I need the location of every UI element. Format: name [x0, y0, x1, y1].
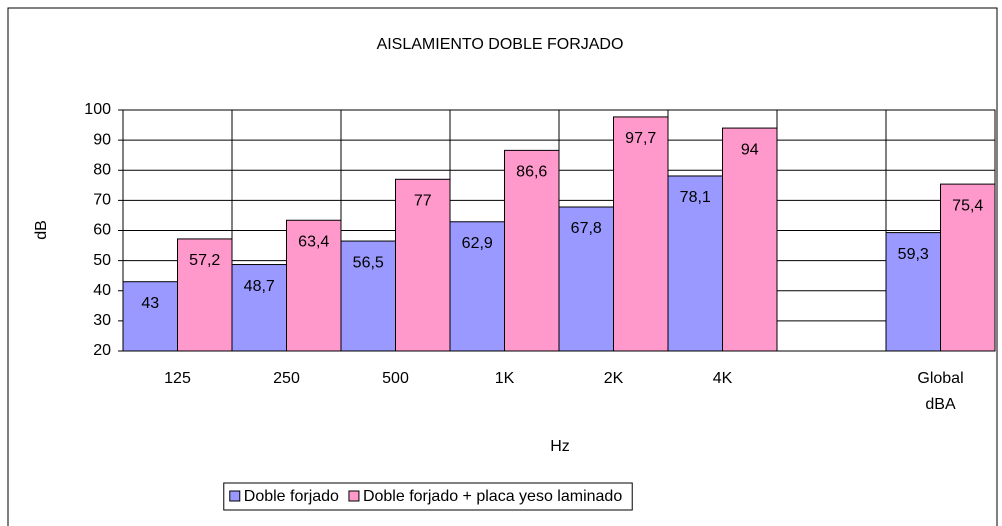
- bar: [177, 238, 233, 352]
- plot-border: [122, 109, 996, 352]
- legend-box: [223, 482, 633, 511]
- x-tick-label: Global dBA: [917, 370, 964, 413]
- x-tick-label: 125: [164, 370, 191, 387]
- bar: [613, 116, 669, 352]
- x-tick-label: 500: [382, 370, 409, 387]
- bar: [667, 175, 723, 352]
- legend-swatch: [229, 490, 241, 502]
- y-tick-label: 50: [93, 252, 111, 269]
- data-label: 57,2: [189, 252, 220, 269]
- x-tick-label: 2K: [603, 370, 624, 387]
- y-tick-label: 30: [93, 312, 111, 329]
- data-label: 48,7: [244, 278, 275, 295]
- data-label: 86,6: [516, 164, 547, 181]
- bar: [885, 232, 941, 352]
- chart-title: AISLAMIENTO DOBLE FORJADO: [377, 36, 624, 53]
- y-tick-label: 80: [93, 161, 111, 178]
- bar: [231, 264, 287, 352]
- bar: [286, 219, 342, 352]
- data-label: 59,3: [898, 246, 929, 263]
- y-axis-label: dB: [33, 220, 50, 240]
- legend-label: Doble forjado + placa yeso laminado: [363, 488, 622, 505]
- y-tick-label: 60: [93, 222, 111, 239]
- data-label: 62,9: [462, 235, 493, 252]
- x-tick-label: 4K: [712, 370, 733, 387]
- data-label: 75,4: [952, 197, 983, 214]
- data-label: 97,7: [625, 130, 656, 147]
- bar: [722, 127, 778, 352]
- bar: [940, 183, 996, 352]
- y-tick-label: 70: [93, 192, 111, 209]
- data-label: 77: [414, 193, 432, 210]
- y-tick-label: 20: [93, 342, 111, 359]
- legend-swatch: [348, 490, 360, 502]
- bar: [504, 149, 560, 352]
- data-label: 63,4: [298, 233, 329, 250]
- legend-label: Doble forjado: [244, 488, 339, 505]
- x-axis-label: Hz: [550, 438, 570, 455]
- x-tick-label: 250: [273, 370, 300, 387]
- data-label: 94: [741, 141, 759, 158]
- bar: [122, 281, 178, 352]
- x-tick-label: 1K: [494, 370, 515, 387]
- data-label: 56,5: [353, 254, 384, 271]
- bar: [395, 178, 451, 352]
- y-tick-label: 90: [93, 131, 111, 148]
- y-tick-label: 40: [93, 282, 111, 299]
- data-label: 78,1: [680, 189, 711, 206]
- data-label: 43: [141, 295, 159, 312]
- bar: [558, 206, 614, 352]
- data-label: 67,8: [571, 220, 602, 237]
- bar: [340, 240, 396, 352]
- y-tick-label: 100: [84, 101, 111, 118]
